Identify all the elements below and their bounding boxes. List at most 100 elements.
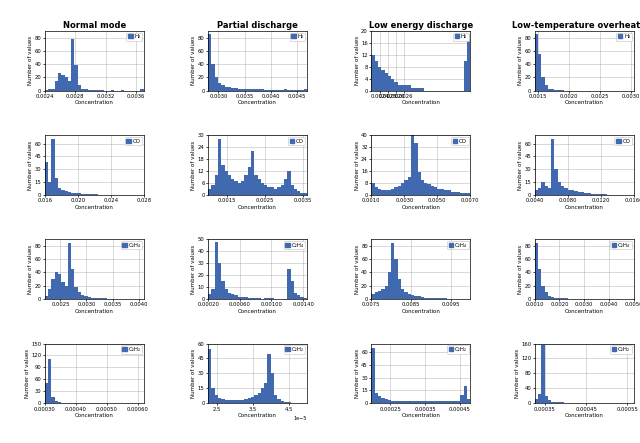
Bar — [545, 85, 548, 90]
Bar — [281, 401, 284, 403]
Bar — [238, 183, 241, 195]
Bar — [104, 298, 108, 299]
Bar — [557, 182, 561, 195]
X-axis label: Concentration: Concentration — [238, 413, 277, 418]
Bar — [541, 182, 545, 195]
Bar — [78, 292, 81, 299]
Bar — [411, 295, 414, 299]
Bar — [221, 281, 225, 299]
Bar — [221, 165, 225, 195]
Bar — [251, 151, 254, 195]
Bar — [444, 401, 447, 403]
Bar — [541, 78, 545, 90]
X-axis label: Concentration: Concentration — [564, 101, 604, 105]
Legend: CO: CO — [125, 137, 142, 145]
Bar — [74, 193, 78, 195]
Bar — [211, 388, 214, 403]
Bar — [54, 272, 58, 299]
Bar — [244, 175, 248, 195]
Bar — [564, 298, 568, 299]
Bar — [371, 294, 374, 299]
Y-axis label: Number of values: Number of values — [515, 349, 520, 398]
Bar — [221, 85, 225, 90]
Bar — [460, 193, 464, 195]
Bar — [548, 89, 551, 90]
Bar — [97, 298, 101, 299]
Bar — [428, 298, 431, 299]
Bar — [58, 188, 61, 195]
Bar — [218, 82, 221, 90]
Bar — [101, 298, 104, 299]
Bar — [434, 401, 437, 403]
Bar — [291, 281, 294, 299]
Bar — [534, 400, 538, 403]
Bar — [464, 61, 467, 90]
Bar — [421, 297, 424, 299]
Bar — [81, 194, 84, 195]
Bar — [71, 269, 74, 299]
Legend: CO: CO — [288, 137, 305, 145]
Bar — [71, 39, 74, 90]
Bar — [45, 383, 48, 403]
Bar — [424, 183, 428, 195]
Bar — [58, 274, 61, 299]
Bar — [51, 89, 54, 90]
Bar — [68, 81, 71, 90]
Bar — [431, 401, 434, 403]
Y-axis label: Number of values: Number of values — [518, 245, 523, 294]
Bar — [545, 292, 548, 299]
Bar — [81, 295, 84, 299]
Bar — [48, 289, 51, 299]
Bar — [371, 55, 374, 90]
Legend: C₂H₄: C₂H₄ — [447, 241, 468, 249]
Legend: C₂H₂: C₂H₂ — [611, 345, 632, 354]
Bar — [374, 393, 378, 403]
Bar — [241, 181, 244, 195]
Bar — [88, 194, 91, 195]
Bar — [84, 194, 88, 195]
Bar — [437, 401, 440, 403]
Bar — [51, 397, 54, 403]
Bar — [561, 298, 564, 299]
Bar — [51, 279, 54, 299]
Y-axis label: Number of values: Number of values — [191, 140, 196, 190]
Bar — [538, 394, 541, 403]
Bar — [287, 402, 291, 403]
Legend: C₂H₂: C₂H₂ — [284, 345, 305, 354]
Bar — [48, 89, 51, 90]
Bar — [51, 140, 54, 195]
X-axis label: Concentration: Concentration — [401, 413, 440, 418]
Bar — [94, 194, 97, 195]
Legend: H₂: H₂ — [290, 33, 305, 41]
Bar — [388, 190, 391, 195]
Bar — [251, 89, 254, 90]
X-axis label: Concentration: Concentration — [401, 205, 440, 210]
Bar — [394, 259, 397, 299]
Bar — [401, 400, 404, 403]
Bar — [378, 291, 381, 299]
Bar — [234, 295, 238, 299]
Bar — [61, 282, 65, 299]
Bar — [457, 192, 460, 195]
Bar — [274, 189, 277, 195]
Bar — [211, 185, 214, 195]
Y-axis label: Number of values: Number of values — [28, 140, 33, 190]
Bar — [218, 139, 221, 195]
Bar — [414, 400, 417, 403]
X-axis label: Concentration: Concentration — [401, 101, 440, 105]
Bar — [268, 298, 271, 299]
Y-axis label: Number of values: Number of values — [191, 245, 196, 294]
Bar — [241, 400, 244, 403]
Bar — [385, 190, 388, 195]
Bar — [54, 401, 58, 403]
Bar — [421, 88, 424, 90]
Bar — [577, 192, 581, 195]
Bar — [257, 393, 261, 403]
Legend: C₂H₄: C₂H₄ — [611, 241, 632, 249]
X-axis label: Concentration: Concentration — [564, 309, 604, 314]
Bar — [78, 193, 81, 195]
Bar — [385, 399, 388, 403]
Bar — [218, 398, 221, 403]
Y-axis label: Number of values: Number of values — [355, 349, 360, 398]
Bar — [287, 171, 291, 195]
